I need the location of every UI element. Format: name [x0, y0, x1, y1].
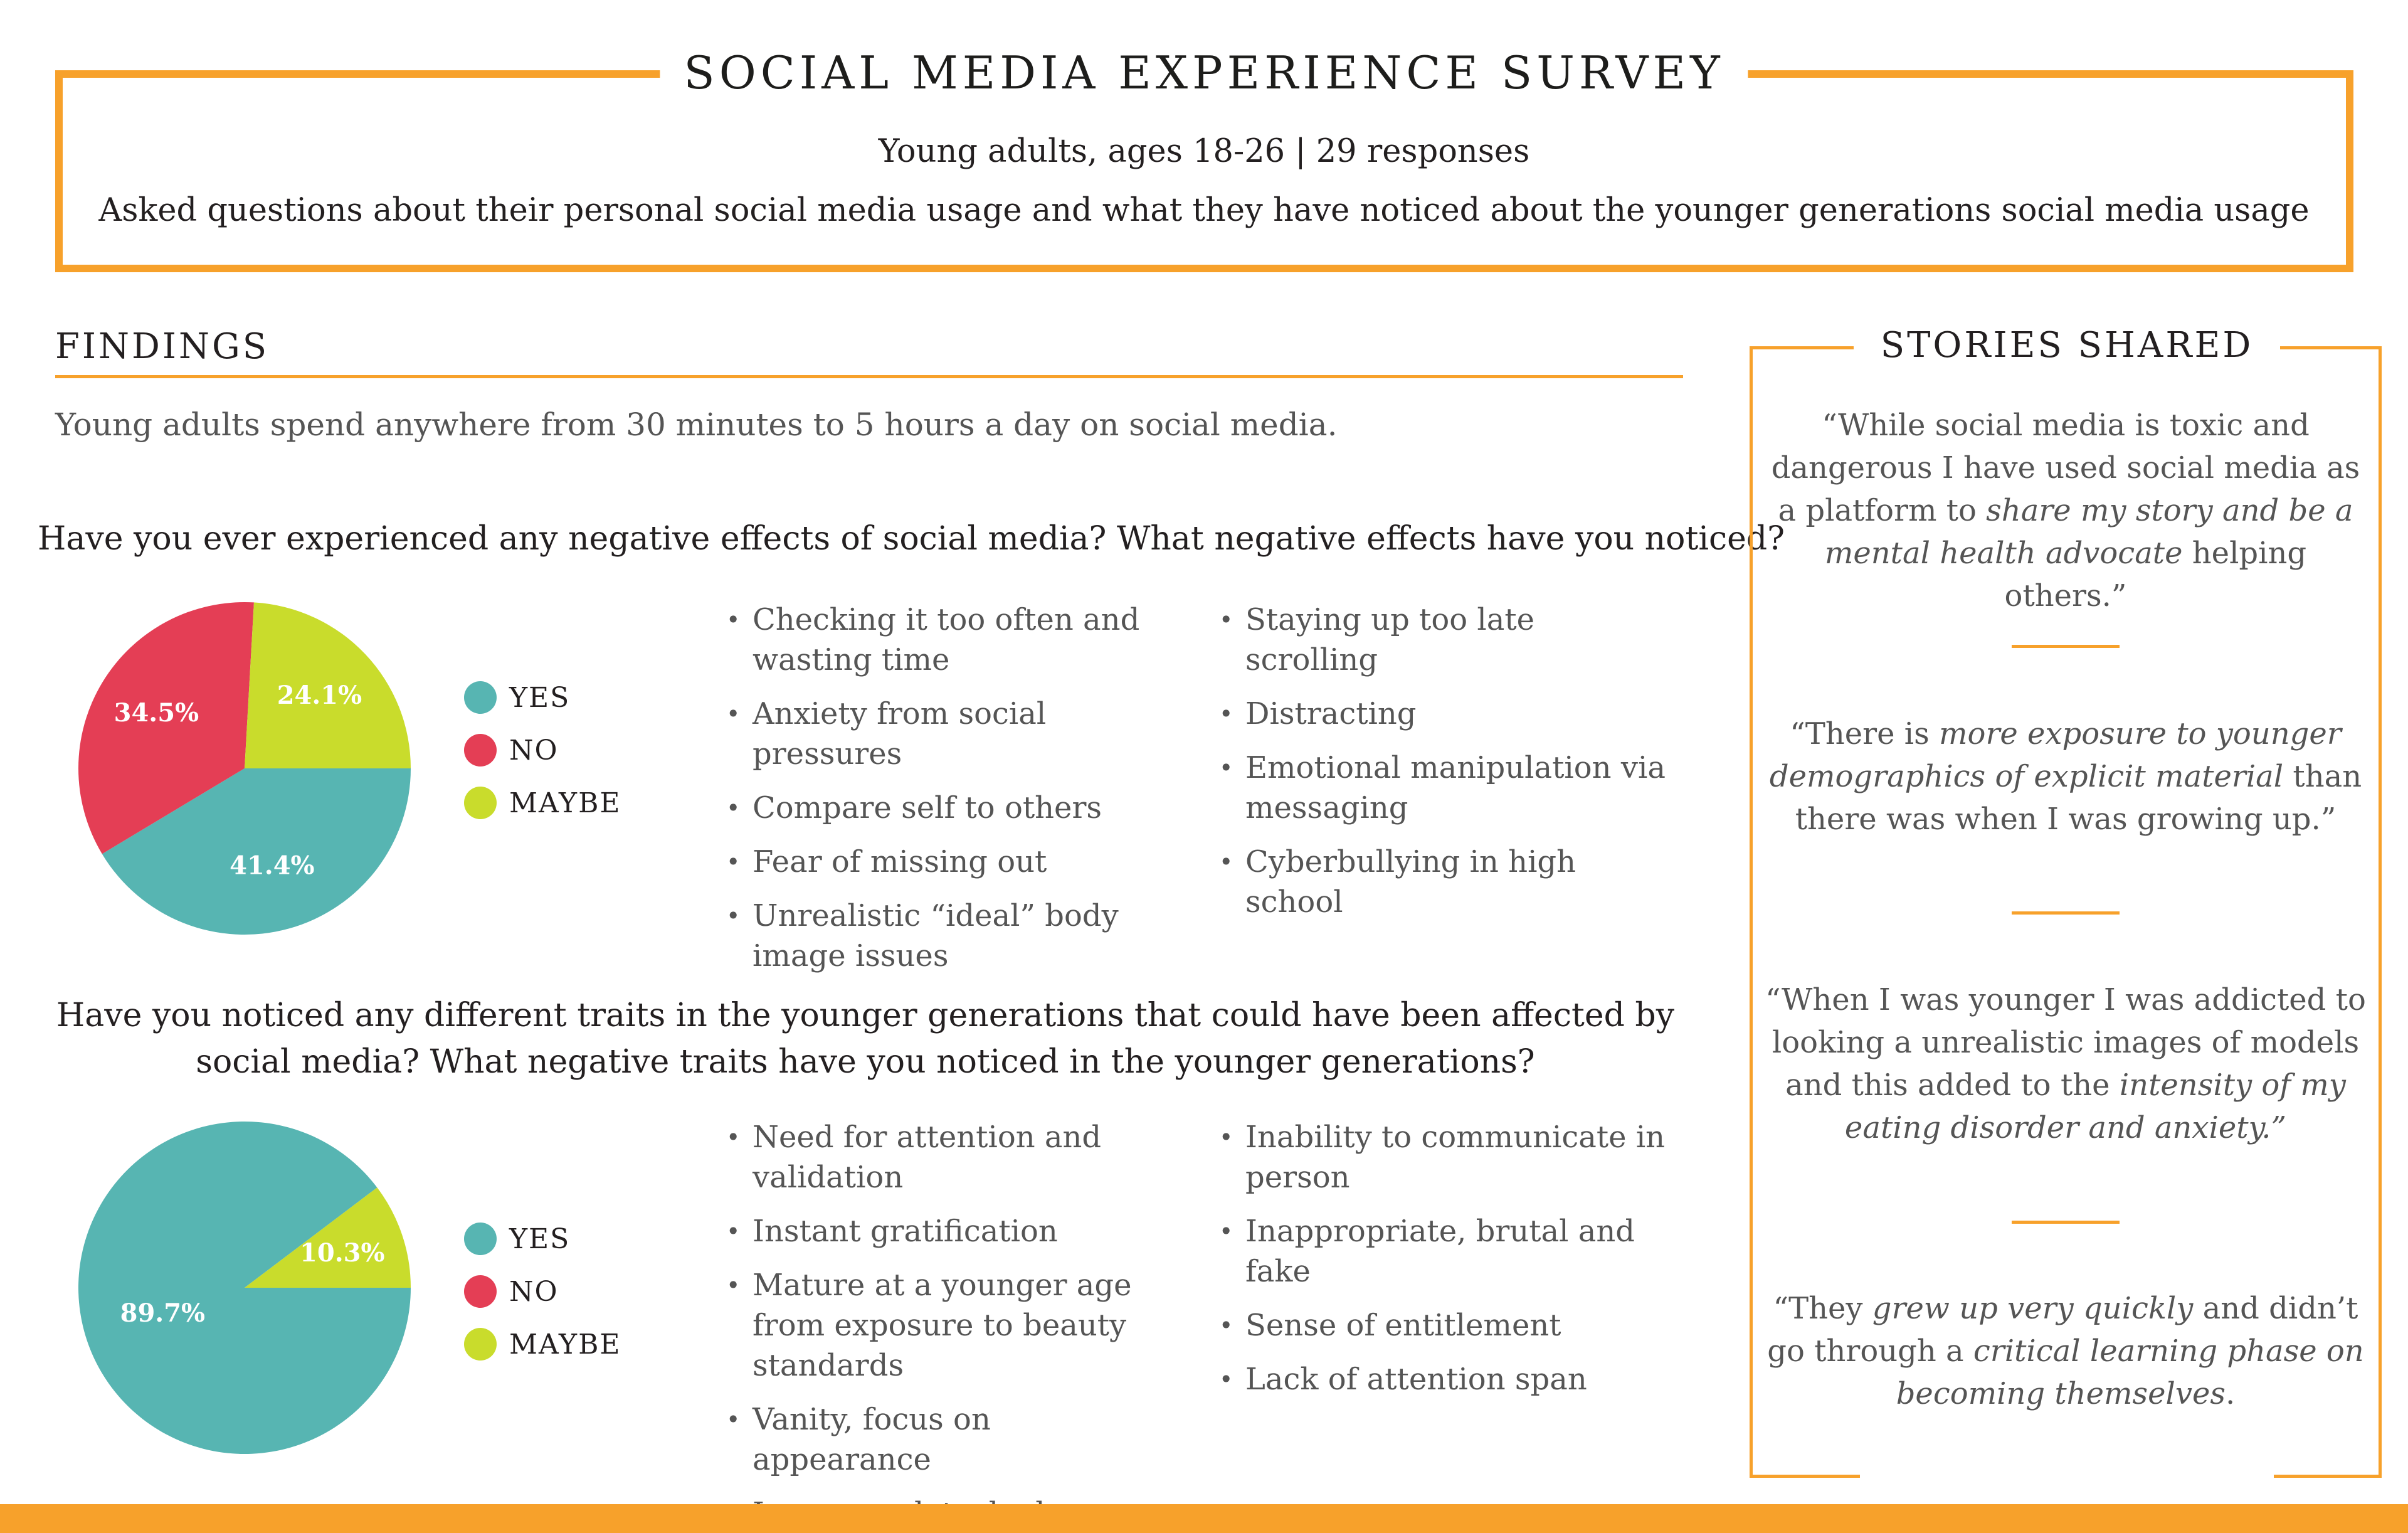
quote-text: “While social media is toxic and dangero…	[1771, 408, 2360, 528]
list-item: Vanity, focus on appearance	[726, 1399, 1178, 1480]
quote-emphasis: more exposure to younger demographics of…	[1769, 716, 2342, 794]
pie-label-yes: 89.7%	[120, 1298, 205, 1328]
effects-list-right: Staying up too late scrolling Distractin…	[1219, 600, 1671, 936]
pie-slice-no	[78, 602, 254, 854]
findings-heading: FINDINGS	[55, 326, 270, 367]
legend-label-no: NO	[509, 1275, 559, 1308]
legend-label-no: NO	[509, 734, 559, 767]
legend-item-maybe: MAYBE	[464, 1318, 621, 1371]
header-frame	[55, 70, 2353, 272]
quote-text: .	[2226, 1376, 2236, 1411]
list-item: Cyberbullying in high school	[1219, 842, 1671, 922]
pie-slice-maybe	[245, 602, 411, 768]
pie-label-no: 34.5%	[114, 698, 199, 728]
list-item: Fear of missing out	[726, 842, 1178, 882]
legend-swatch-maybe	[464, 787, 497, 819]
quote-emphasis: share my story and be a mental health ad…	[1824, 493, 2353, 571]
list-item: Mature at a younger age from exposure to…	[726, 1265, 1178, 1386]
legend-label-maybe: MAYBE	[509, 1328, 621, 1361]
list-item: Need for attention and validation	[726, 1117, 1178, 1197]
pie-label-maybe: 24.1%	[277, 681, 362, 710]
list-item: Inability to communicate in person	[1219, 1117, 1671, 1197]
quote-text: “There is	[1790, 716, 1940, 751]
legend-swatch-maybe	[464, 1328, 497, 1361]
list-item: Inappropriate, brutal and fake	[1219, 1211, 1671, 1292]
legend-item-no: NO	[464, 1265, 621, 1318]
legend-item-yes: YES	[464, 1212, 621, 1265]
legend-negative-effects: YES NO MAYBE	[464, 671, 621, 829]
findings-divider	[55, 375, 1683, 378]
list-item: Distracting	[1219, 694, 1671, 734]
list-item: Emotional manipulation via messaging	[1219, 748, 1671, 828]
list-item: Sense of entitlement	[1219, 1305, 1671, 1345]
legend-item-yes: YES	[464, 671, 621, 724]
footer-bar	[0, 1504, 2408, 1533]
quote-emphasis: critical learning phase on becoming them…	[1896, 1334, 2364, 1411]
quote-emphasis: intensity of my eating disorder and anxi…	[1844, 1068, 2346, 1145]
legend-item-maybe: MAYBE	[464, 777, 621, 829]
pie-label-maybe: 10.3%	[300, 1238, 384, 1268]
pie-slice-maybe	[245, 1187, 411, 1288]
list-item: Instant gratification	[726, 1211, 1178, 1251]
story-divider	[2012, 1221, 2120, 1224]
list-item: Compare self to others	[726, 788, 1178, 828]
quote-text: helping others.”	[2004, 536, 2307, 613]
legend-label-yes: YES	[509, 681, 571, 714]
pie-svg-negative-traits: 89.7% 10.3%	[78, 1122, 411, 1454]
story-quote-4: “They grew up very quickly and didn’t go…	[1762, 1287, 2369, 1415]
question-2: Have you noticed any different traits in…	[56, 997, 1675, 1081]
pie-chart-negative-effects: 41.4% 34.5% 24.1%	[75, 599, 414, 938]
quote-text: than there was when I was growing up.”	[1795, 759, 2362, 837]
quote-text: “When I was younger I was addicted to lo…	[1765, 982, 2366, 1103]
page-title: SOCIAL MEDIA EXPERIENCE SURVEY	[660, 46, 1748, 99]
story-quote-2: “There is more exposure to younger demog…	[1762, 713, 2369, 841]
legend-negative-traits: YES NO MAYBE	[464, 1212, 621, 1371]
pie-chart-negative-traits: 89.7% 10.3%	[75, 1118, 414, 1457]
effects-list-left: Checking it too often and wasting time A…	[726, 600, 1178, 990]
survey-description: Asked questions about their personal soc…	[98, 192, 2310, 229]
legend-item-no: NO	[464, 724, 621, 777]
list-item: Lack of attention span	[1219, 1359, 1671, 1399]
stories-heading: STORIES SHARED	[1854, 325, 2280, 366]
legend-swatch-yes	[464, 681, 497, 714]
list-item: Anxiety from social pressures	[726, 694, 1178, 774]
traits-list-right: Inability to communicate in person Inapp…	[1219, 1117, 1671, 1413]
list-item: Checking it too often and wasting time	[726, 600, 1178, 680]
story-quote-1: “While social media is toxic and dangero…	[1762, 404, 2369, 617]
legend-label-maybe: MAYBE	[509, 787, 621, 819]
stories-frame-gap	[1860, 1473, 2274, 1482]
legend-swatch-yes	[464, 1223, 497, 1255]
list-item: Unrealistic “ideal” body image issues	[726, 896, 1178, 976]
question-1: Have you ever experienced any negative e…	[38, 520, 1785, 558]
traits-list-left: Need for attention and validation Instan…	[726, 1117, 1178, 1533]
survey-subtitle: Young adults, ages 18-26 | 29 responses	[878, 133, 1530, 170]
pie-slice-yes	[102, 768, 411, 935]
story-quote-3: “When I was younger I was addicted to lo…	[1762, 979, 2369, 1149]
story-divider	[2012, 645, 2120, 648]
list-item: Staying up too late scrolling	[1219, 600, 1671, 680]
pie-svg-negative-effects: 41.4% 34.5% 24.1%	[78, 602, 411, 935]
findings-intro: Young adults spend anywhere from 30 minu…	[55, 406, 1338, 443]
legend-swatch-no	[464, 734, 497, 767]
pie-label-yes: 41.4%	[230, 851, 314, 880]
legend-swatch-no	[464, 1275, 497, 1308]
quote-text: “They	[1773, 1291, 1872, 1326]
quote-text: and didn’t go through a	[1767, 1291, 2358, 1369]
legend-label-yes: YES	[509, 1223, 571, 1255]
story-divider	[2012, 911, 2120, 915]
quote-emphasis: grew up very quickly	[1872, 1291, 2194, 1326]
